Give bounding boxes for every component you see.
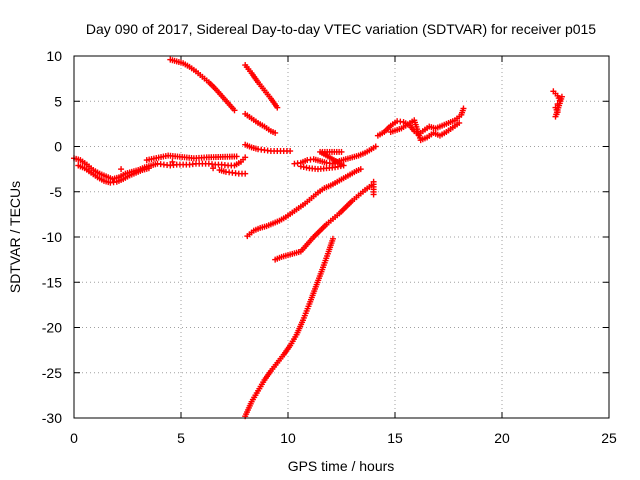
data-point <box>231 107 238 114</box>
y-tick-label: -5 <box>50 184 63 200</box>
data-point <box>372 143 379 150</box>
data-point <box>242 170 249 177</box>
y-tick-label: -25 <box>42 365 62 381</box>
series-8 <box>242 235 336 420</box>
grid-lines <box>74 56 609 418</box>
y-axis-label: SDTVAR / TECUs <box>7 181 23 293</box>
series-9 <box>374 105 467 144</box>
series-7 <box>272 178 377 263</box>
data-point <box>242 154 249 161</box>
y-tick-label: 5 <box>54 93 62 109</box>
chart-title: Day 090 of 2017, Sidereal Day-to-day VTE… <box>86 21 596 37</box>
series-3 <box>242 110 279 136</box>
y-tick-label: -20 <box>42 320 62 336</box>
x-tick-label: 5 <box>177 430 185 446</box>
data-point <box>338 148 345 155</box>
x-axis-label: GPS time / hours <box>288 458 395 474</box>
data-point <box>460 105 467 112</box>
series-0 <box>71 152 249 186</box>
series-1 <box>167 56 238 114</box>
data-point <box>287 148 294 155</box>
y-tick-label: 10 <box>46 48 62 64</box>
data-point <box>456 119 463 126</box>
data-point <box>145 165 152 172</box>
x-tick-label: 15 <box>387 430 403 446</box>
x-tick-label: 25 <box>601 430 617 446</box>
data-points <box>71 56 565 420</box>
y-tick-labels: -30 -25 -20 -15 -10 -5 0 5 10 <box>42 48 62 426</box>
data-point <box>118 166 125 173</box>
x-tick-labels: 0 5 10 15 20 25 <box>70 430 617 446</box>
series-2 <box>242 62 281 111</box>
data-point <box>274 104 281 111</box>
x-tick-label: 0 <box>70 430 78 446</box>
x-tick-label: 20 <box>494 430 510 446</box>
series-4 <box>242 141 294 155</box>
y-tick-label: 0 <box>54 139 62 155</box>
data-point <box>272 129 279 136</box>
data-point <box>370 191 377 198</box>
y-tick-label: -30 <box>42 410 62 426</box>
y-tick-label: -15 <box>42 274 62 290</box>
data-point <box>558 93 565 100</box>
x-tick-label: 10 <box>280 430 296 446</box>
series-5 <box>291 143 379 173</box>
data-point <box>210 165 217 172</box>
y-tick-label: -10 <box>42 229 62 245</box>
series-6 <box>244 166 364 240</box>
data-point <box>357 166 364 173</box>
data-point <box>169 158 176 165</box>
plot-frame <box>73 55 610 419</box>
series-10 <box>550 88 565 120</box>
data-point <box>233 153 240 160</box>
data-point <box>329 235 336 242</box>
